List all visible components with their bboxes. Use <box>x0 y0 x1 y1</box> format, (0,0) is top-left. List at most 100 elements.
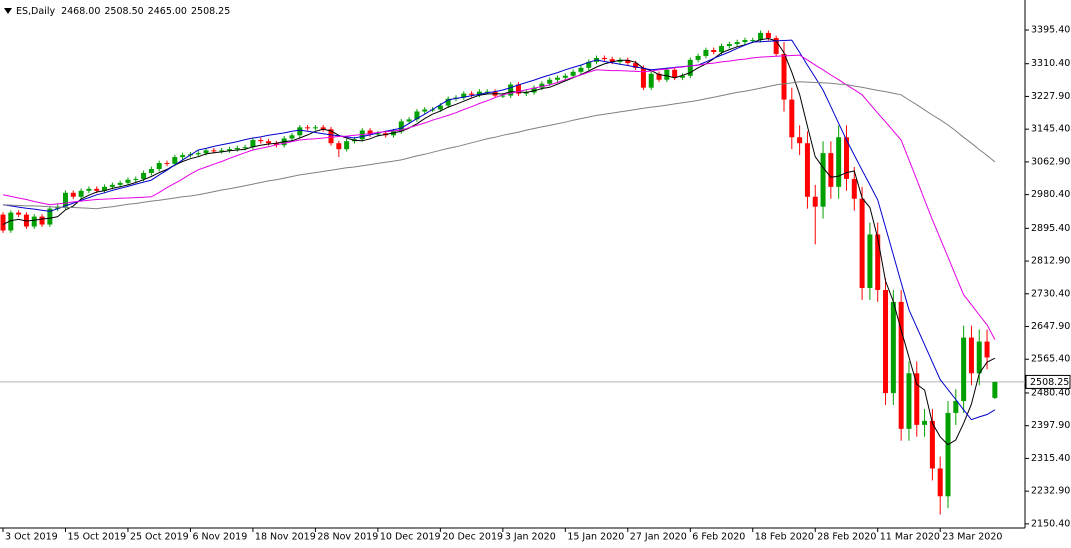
candle-body <box>843 137 849 179</box>
candle-body <box>461 93 467 98</box>
candle-body <box>422 109 428 112</box>
chart-header: ES,Daily 2468.00 2508.50 2465.00 2508.25 <box>16 6 230 17</box>
candle-body <box>445 98 451 106</box>
candle-body <box>258 140 264 142</box>
candle-body <box>851 178 857 199</box>
candle-body <box>476 91 482 95</box>
candle-body <box>719 46 725 52</box>
y-tick-label: 2812.90 <box>1031 256 1070 267</box>
candle-body <box>797 137 803 144</box>
candle-body <box>125 179 131 183</box>
candle-body <box>172 157 178 164</box>
candle-body <box>687 59 693 76</box>
candle-body <box>640 67 646 88</box>
candle-body <box>726 44 732 47</box>
y-tick-label: 3227.90 <box>1031 91 1070 102</box>
candle-body <box>219 150 225 152</box>
moving-average-line <box>2 39 996 421</box>
candle-body <box>195 153 201 155</box>
candle-body <box>305 127 311 129</box>
candle-body <box>609 59 615 62</box>
candle-body <box>242 147 248 149</box>
candle-body <box>148 168 154 173</box>
y-tick-label: 2730.40 <box>1031 288 1070 299</box>
candle-body <box>234 147 240 150</box>
candle-body <box>750 40 756 42</box>
last-price-label: 2508.25 <box>1030 377 1069 388</box>
candle-body <box>812 196 818 207</box>
candle-body <box>320 127 326 130</box>
x-tick-label: 15 Jan 2020 <box>567 532 624 543</box>
candle-body <box>55 206 61 209</box>
candle-body <box>469 93 475 95</box>
candle-body <box>578 67 584 72</box>
candle-body <box>117 182 123 185</box>
y-tick-label: 2315.40 <box>1031 453 1070 464</box>
candle-body <box>625 59 631 64</box>
candle-body <box>781 53 787 100</box>
candle-body <box>141 172 147 179</box>
high-text: 2508.50 <box>104 6 143 17</box>
candle-body <box>211 150 217 152</box>
candle-body <box>344 141 350 150</box>
moving-average-line <box>2 37 996 446</box>
candle-body <box>523 92 529 94</box>
candle-body <box>336 143 342 150</box>
candle-body <box>62 192 68 207</box>
y-tick-label: 2895.40 <box>1031 223 1070 234</box>
collapse-icon <box>4 8 12 14</box>
x-tick-label: 23 Mar 2020 <box>942 532 1002 543</box>
candle-body <box>890 301 896 394</box>
candle-body <box>289 135 295 139</box>
y-tick-label: 3145.40 <box>1031 124 1070 135</box>
candle-body <box>656 73 662 80</box>
candle-body <box>664 69 670 80</box>
x-tick-label: 6 Nov 2019 <box>192 532 247 543</box>
x-tick-label: 18 Feb 2020 <box>755 532 814 543</box>
candle-body <box>39 216 45 225</box>
candle-body <box>78 190 84 197</box>
x-tick-label: 27 Jan 2020 <box>630 532 687 543</box>
open-text: 2468.00 <box>61 6 100 17</box>
candle-body <box>273 143 279 146</box>
candle-body <box>31 216 37 227</box>
candle-body <box>820 153 826 207</box>
candle-body <box>679 75 685 78</box>
candle-body <box>906 373 912 429</box>
y-tick-label: 2980.40 <box>1031 189 1070 200</box>
y-tick-label: 2647.90 <box>1031 321 1070 332</box>
candle-body <box>711 49 717 52</box>
x-tick-label: 6 Feb 2020 <box>692 532 745 543</box>
y-tick-label: 2480.40 <box>1031 387 1070 398</box>
candle-body <box>437 105 443 110</box>
candle-body <box>367 130 373 135</box>
y-tick-label: 3395.40 <box>1031 24 1070 35</box>
candle-body <box>836 137 842 187</box>
symbol: ES,Daily <box>16 6 55 17</box>
x-tick-label: 28 Nov 2019 <box>317 532 378 543</box>
candle-body <box>859 198 865 288</box>
candle-body <box>695 55 701 60</box>
candle-body <box>976 341 982 374</box>
candle-body <box>867 234 873 288</box>
candle-body <box>961 337 967 402</box>
x-tick-label: 15 Oct 2019 <box>67 532 126 543</box>
candle-body <box>883 289 889 394</box>
candle-body <box>968 337 974 374</box>
last-price-box <box>1025 374 1071 389</box>
candle-body <box>109 184 115 187</box>
candle-body <box>133 178 139 180</box>
candle-body <box>406 119 412 122</box>
candle-body <box>47 208 53 225</box>
candle-body <box>164 163 170 165</box>
candle-body <box>789 99 795 138</box>
candle-body <box>70 192 76 197</box>
candle-body <box>539 83 545 88</box>
candle-body <box>531 87 537 93</box>
moving-average-line <box>2 54 996 340</box>
candle-body <box>570 71 576 76</box>
candle-body <box>765 32 771 39</box>
candle-body <box>703 49 709 56</box>
candle-body <box>500 95 506 97</box>
